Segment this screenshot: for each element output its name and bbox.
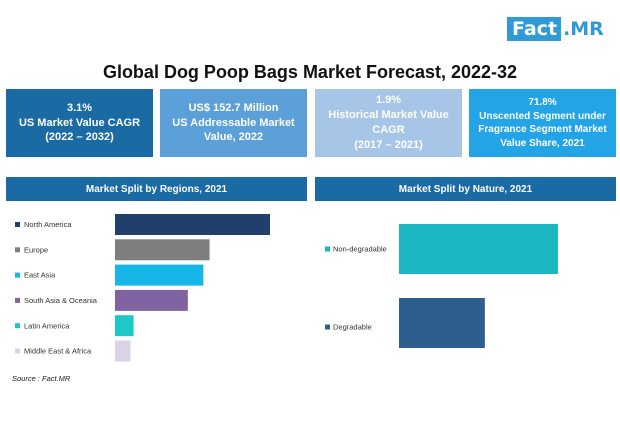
region-bar-east-asia [115,264,204,286]
page-title: Global Dog Poop Bags Market Forecast, 20… [102,62,518,82]
region-label-europe: Europe [24,245,48,254]
region-label-south-asia-and-oceania: South Asia & Oceania [24,296,98,305]
factmr-logo: Fact . MR [507,17,606,41]
source-note: Source : Fact.MR [12,374,71,383]
legend-swatch-north-america [15,222,20,227]
legend-swatch-non-degradable [325,246,330,252]
region-bar-north-america [115,214,270,235]
region-label-latin-america: Latin America [24,321,70,330]
logo-dot-text: . [561,17,571,41]
stat-4-line-4: Value Share, 2021 [500,137,585,149]
stat-1-line-2: US Market Value CAGR [18,116,141,129]
stat-2-line-3: Value, 2022 [203,131,264,144]
stat-4-line-1: 71.8% [528,97,557,108]
stat-1-line-3: (2022 – 2032) [45,131,114,144]
regions-chart-title: Market Split by Regions, 2021 [6,177,307,201]
logo-mr-text: MR [570,17,606,41]
legend-swatch-east-asia [15,272,20,278]
stat-4-line-2: Unscented Segment under [479,110,606,122]
legend-swatch-latin-america [15,323,20,329]
stat-box-us-addressable-value: US$ 152.7 Million US Addressable Market … [160,89,307,157]
nature-label-non-degradable: Non-degradable [333,245,387,254]
stat-1-line-1: 3.1% [66,101,93,114]
stat-4-line-3: Fragrance Segment Market [478,124,607,135]
stat-3-line-4: (2017 – 2021) [354,138,423,151]
nature-bar-non-degradable [399,224,558,274]
nature-label-degradable: Degradable [333,323,372,332]
legend-swatch-middle-east-and-africa [15,348,20,354]
stat-3-line-3: CAGR [372,124,405,136]
stat-box-unscented-share: 71.8% Unscented Segment under Fragrance … [469,89,616,157]
stat-box-us-cagr: 3.1% US Market Value CAGR (2022 – 2032) [6,89,153,157]
region-label-east-asia: East Asia [24,271,56,280]
region-bar-latin-america [115,315,134,337]
stat-2-line-2: US Addressable Market [172,116,295,129]
logo-fact-text: Fact [507,17,562,41]
stat-2-line-1: US$ 152.7 Million [188,101,279,114]
stat-box-historical-cagr: 1.9% Historical Market Value CAGR (2017 … [315,89,462,157]
nature-chart-title: Market Split by Nature, 2021 [315,177,616,201]
legend-swatch-degradable [325,324,330,330]
region-bar-south-asia-and-oceania [115,289,188,311]
stat-3-line-2: Historical Market Value [328,109,449,122]
region-label-north-america: North America [24,220,72,229]
nature-bar-degradable [399,298,485,348]
legend-swatch-europe [15,247,20,253]
region-bar-middle-east-and-africa [115,340,131,362]
legend-swatch-south-asia-and-oceania [15,297,20,303]
region-bar-europe [115,239,210,261]
region-label-middle-east-and-africa: Middle East & Africa [24,347,92,356]
stat-3-line-1: 1.9% [375,94,402,107]
